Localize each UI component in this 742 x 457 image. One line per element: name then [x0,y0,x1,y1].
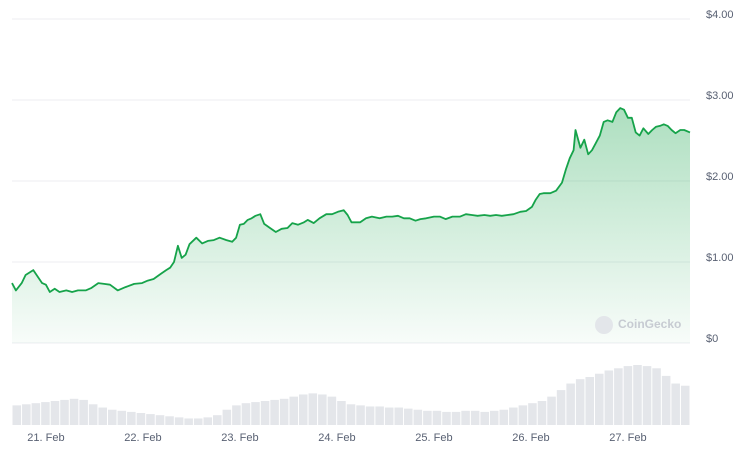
volume-bar [308,393,318,425]
x-tick-label: 22. Feb [124,432,161,444]
volume-bar [642,366,652,425]
volume-bar [595,373,604,425]
volume-bar [346,404,356,425]
x-tick-label: 24. Feb [318,432,355,444]
volume-bar [432,410,442,425]
volume-bar [193,418,203,425]
price-line [11,107,691,293]
volume-bar [375,406,384,425]
volume-bar [489,410,499,425]
volume-bar [146,414,155,425]
x-tick-label: 21. Feb [27,432,64,444]
volume-bar [88,404,98,425]
watermark: CoinGecko [618,317,681,331]
y-tick-label: $1.00 [706,252,734,264]
volume-bar [614,368,623,425]
volume-bar [184,418,193,425]
volume-bar [661,375,671,425]
volume-bar [127,411,136,425]
volume-bar [356,405,365,425]
volume-bar [671,383,680,425]
volume-bar [413,409,423,425]
volume-bar [365,406,375,425]
volume-bar [423,410,432,425]
volume-bar [327,396,337,425]
volume-bar [50,401,60,425]
volume-bar [213,415,222,425]
grid: $0 $1.00 $2.00 $3.00 $4.00 21. Feb 22. Feb 23. … [12,9,734,444]
volume-bar [499,409,509,425]
volume-bar [289,396,298,425]
volume-bar [251,402,260,425]
volume-bar [31,403,41,425]
volume-bar [604,370,614,425]
volume-bar [575,379,585,425]
volume-bar [384,407,394,425]
volume-bar [12,405,22,425]
x-tick-label: 26. Feb [512,432,549,444]
y-tick-label: $3.00 [706,90,734,102]
x-tick-label: 23. Feb [221,432,258,444]
volume-bar [222,409,232,425]
volume-bar [680,385,690,425]
volume-bar [337,401,346,425]
volume-bar [60,399,69,425]
volume-bar [298,394,308,425]
volume-bar [98,407,107,425]
volume-bar [174,417,184,425]
y-tick-label: $2.00 [706,171,734,183]
volume-bar [470,410,480,425]
volume-bar [136,413,146,425]
volume-bar [260,401,270,425]
x-tick-label: 27. Feb [609,432,646,444]
volume-bar [652,368,661,425]
volume-bar [566,383,575,425]
volume-bar [518,405,528,425]
volume-bar [79,399,88,425]
volume-bar [279,398,289,425]
volume-bar [232,405,241,425]
volume-bar [547,396,556,425]
volume-bar [442,411,451,425]
volume-bar [461,410,470,425]
volume-bar [528,403,537,425]
volume-bar [623,366,633,425]
volume-bar [394,407,404,425]
volume-bar [480,411,489,425]
volume-bar [585,377,595,425]
volume-bar [451,411,461,425]
volume-bar [556,390,566,425]
volume-bar [41,402,50,425]
volume-bar [117,410,127,425]
volume-bar [318,394,327,425]
volume-bars [12,365,690,425]
volume-bar [107,409,117,425]
volume-bar [633,365,642,425]
volume-bar [203,417,213,425]
volume-bar [241,403,251,425]
y-tick-label: $4.00 [706,9,734,21]
watermark-logo [595,316,613,334]
volume-bar [69,398,79,425]
volume-bar [537,401,547,425]
volume-bar [509,407,518,425]
y-tick-label: $0 [706,333,718,345]
plot [11,107,691,343]
volume-bar [22,404,31,425]
x-tick-label: 25. Feb [415,432,452,444]
price-area [12,108,690,343]
volume-bar [404,408,413,425]
volume-bar [155,415,165,425]
volume-bar [270,399,279,425]
volume-bar [165,416,174,425]
